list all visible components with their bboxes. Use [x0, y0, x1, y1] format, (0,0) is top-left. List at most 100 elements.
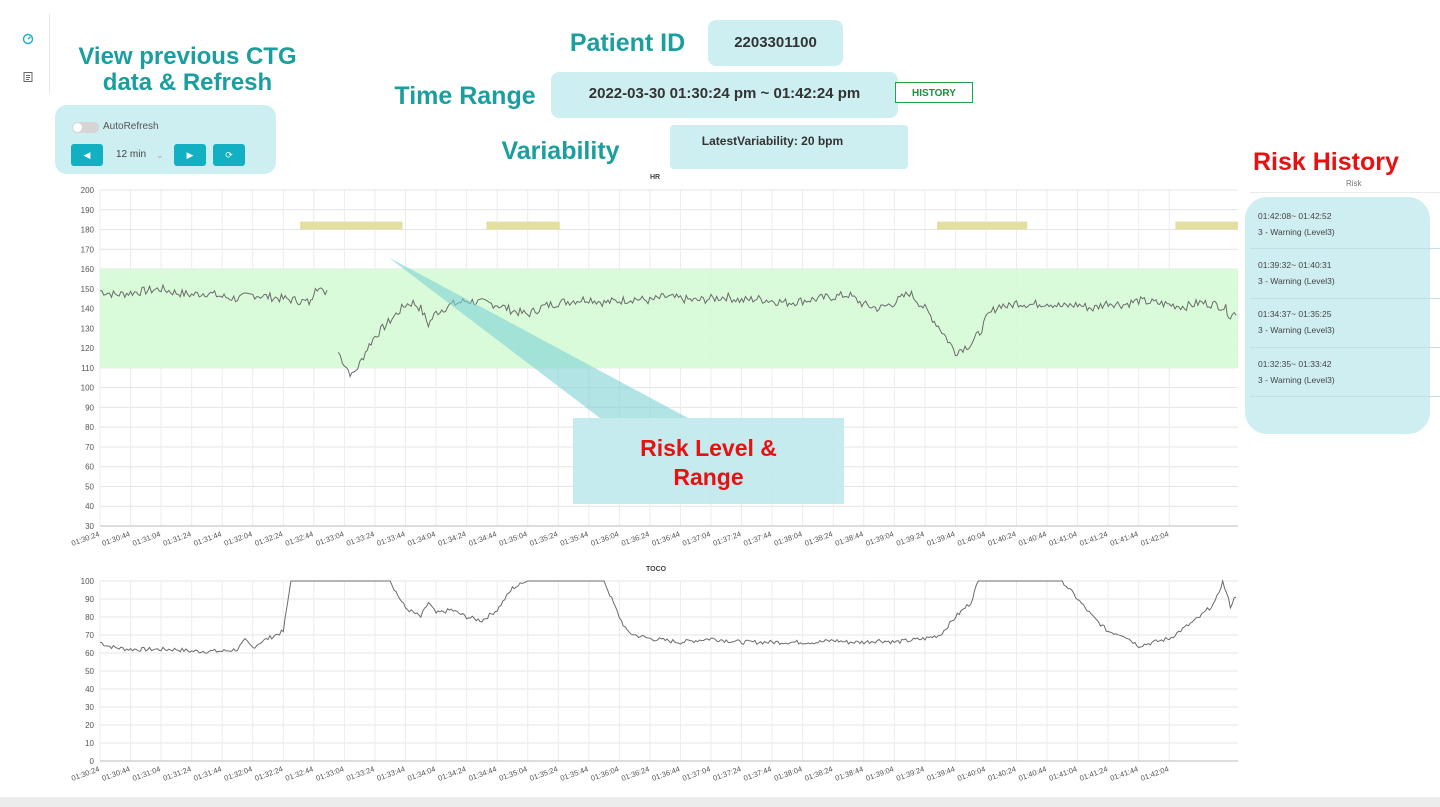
risk-level-callout-box: [573, 418, 844, 504]
y-tick-label: 40: [85, 502, 94, 511]
hr-chart-title: HR: [650, 174, 661, 181]
x-tick-label: 01:40:24: [987, 764, 1018, 782]
y-tick-label: 100: [81, 384, 95, 393]
view-previous-annotation: View previous CTG data & Refresh: [60, 44, 315, 96]
y-tick-label: 70: [85, 631, 94, 640]
y-tick-label: 70: [85, 443, 94, 452]
variability-value: LatestVariability: 20 bpm: [701, 134, 844, 148]
y-tick-label: 140: [81, 305, 95, 314]
y-tick-label: 160: [81, 265, 95, 274]
refresh-icon: ⟳: [225, 150, 233, 160]
next-button[interactable]: ▶: [174, 144, 206, 166]
x-tick-label: 01:35:24: [528, 764, 559, 782]
autorefresh-toggle-knob: [73, 123, 82, 132]
x-tick-label: 01:36:44: [651, 529, 682, 547]
risk-item[interactable]: 01:42:08~ 01:42:52 3 - Warning (Level3): [1258, 208, 1335, 240]
x-tick-label: 01:34:44: [467, 529, 498, 547]
x-tick-label: 01:31:44: [192, 529, 223, 547]
y-tick-label: 60: [85, 649, 94, 658]
y-tick-label: 170: [81, 245, 95, 254]
x-tick-label: 01:32:44: [284, 764, 315, 782]
autorefresh-toggle[interactable]: [72, 122, 99, 133]
x-tick-label: 01:37:24: [712, 764, 743, 782]
x-tick-label: 01:36:04: [590, 529, 621, 547]
risk-range-bar: [1175, 221, 1238, 230]
risk-range-bar: [486, 221, 560, 230]
caret-right-icon: ▶: [186, 150, 194, 160]
y-tick-label: 60: [85, 463, 94, 472]
risk-history-annotation: Risk History: [1253, 148, 1399, 176]
hr-chart: 200 190 180 170 160 150 140 130 120 110 100 90 80 70 6…: [70, 186, 1238, 548]
patient-id-value: 2203301100: [734, 34, 817, 51]
patient-id-annotation: Patient ID: [569, 29, 686, 57]
dashboard-icon[interactable]: [22, 32, 34, 45]
risk-divider: [1250, 347, 1440, 348]
risk-item[interactable]: 01:32:35~ 01:33:42 3 - Warning (Level3): [1258, 356, 1335, 388]
view-previous-line1: View previous CTG: [78, 43, 297, 70]
duration-select[interactable]: 12 min ⌄: [106, 144, 170, 166]
hr-trace: [99, 283, 328, 307]
risk-item[interactable]: 01:34:37~ 01:35:25 3 - Warning (Level3): [1258, 306, 1335, 338]
x-tick-label: 01:40:04: [956, 529, 987, 547]
normal-range-band: [100, 269, 1238, 368]
x-tick-label: 01:35:44: [559, 764, 590, 782]
y-tick-label: 0: [90, 757, 95, 766]
x-tick-label: 01:36:24: [620, 529, 651, 547]
x-tick-label: 01:39:44: [926, 764, 957, 782]
x-tick-label: 01:41:24: [1078, 764, 1109, 782]
x-tick-label: 01:39:04: [864, 529, 895, 547]
x-tick-label: 01:35:24: [528, 529, 559, 547]
history-button[interactable]: HISTORY: [895, 82, 973, 103]
x-tick-label: 01:34:04: [406, 529, 437, 547]
x-tick-label: 01:33:24: [345, 764, 376, 782]
refresh-button[interactable]: ⟳: [213, 144, 245, 166]
y-tick-label: 30: [85, 522, 94, 531]
risk-item[interactable]: 01:39:32~ 01:40:31 3 - Warning (Level3): [1258, 257, 1335, 289]
risk-item-level: 3 - Warning (Level3): [1258, 375, 1335, 385]
x-tick-label: 01:42:04: [1139, 529, 1170, 547]
y-tick-label: 110: [81, 364, 94, 373]
footer-bar: [0, 797, 1440, 807]
x-tick-label: 01:33:44: [376, 529, 407, 547]
x-tick-label: 01:37:44: [742, 529, 773, 547]
time-range-box: [551, 72, 898, 118]
x-tick-label: 01:31:44: [192, 764, 223, 782]
y-tick-label: 200: [81, 186, 95, 195]
x-tick-label: 01:33:24: [345, 529, 376, 547]
x-tick-label: 01:38:44: [834, 764, 865, 782]
patient-id-box: [708, 20, 843, 66]
risk-item-range: 01:39:32~ 01:40:31: [1258, 260, 1332, 270]
document-icon[interactable]: [22, 70, 34, 82]
view-previous-line2: data & Refresh: [102, 69, 273, 96]
x-tick-label: 01:37:04: [681, 529, 712, 547]
x-tick-label: 01:30:24: [70, 764, 101, 782]
y-tick-label: 150: [81, 285, 95, 294]
x-tick-label: 01:30:44: [101, 529, 132, 547]
x-tick-label: 01:38:24: [803, 764, 834, 782]
x-tick-label: 01:41:04: [1048, 529, 1079, 547]
y-tick-label: 130: [81, 324, 95, 333]
risk-item-range: 01:32:35~ 01:33:42: [1258, 359, 1332, 369]
x-tick-label: 01:37:04: [681, 764, 712, 782]
x-tick-label: 01:33:04: [315, 529, 346, 547]
x-tick-label: 01:32:04: [223, 529, 254, 547]
x-tick-label: 01:34:24: [437, 764, 468, 782]
x-tick-label: 01:30:24: [70, 529, 101, 547]
y-tick-label: 100: [81, 577, 95, 586]
x-tick-label: 01:38:24: [803, 529, 834, 547]
x-tick-label: 01:41:04: [1048, 764, 1079, 782]
risk-range-bar: [300, 221, 403, 230]
prev-button[interactable]: ◀: [71, 144, 103, 166]
x-tick-label: 01:39:24: [895, 529, 926, 547]
risk-header-divider: [1250, 192, 1440, 193]
y-tick-label: 50: [85, 482, 94, 491]
y-tick-label: 20: [85, 721, 94, 730]
x-tick-label: 01:32:24: [253, 764, 284, 782]
risk-history-header: Risk: [1346, 179, 1362, 188]
risk-item-level: 3 - Warning (Level3): [1258, 276, 1335, 286]
caret-left-icon: ◀: [83, 150, 91, 160]
autorefresh-label: AutoRefresh: [103, 121, 159, 132]
risk-item-level: 3 - Warning (Level3): [1258, 325, 1335, 335]
risk-divider: [1250, 248, 1440, 249]
y-tick-label: 80: [85, 613, 94, 622]
